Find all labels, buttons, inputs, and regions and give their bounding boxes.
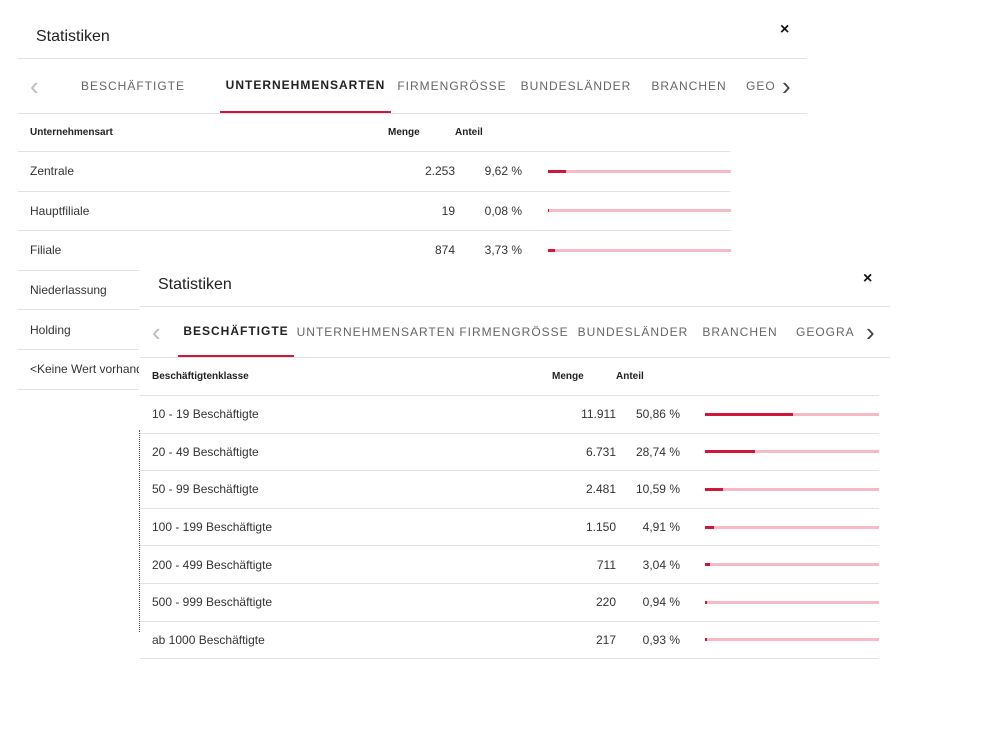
tab-beschaeftigte[interactable]: BESCHÄFTIGTE <box>178 307 294 357</box>
row-name: ab 1000 Beschäftigte <box>140 621 552 660</box>
tab-bar: ‹ BESCHÄFTIGTE UNTERNEHMENSARTEN FIRMENG… <box>140 306 890 358</box>
row-name: 20 - 49 Beschäftigte <box>140 433 552 472</box>
share-bar <box>548 169 731 173</box>
panel-title: Statistiken <box>36 28 110 45</box>
chevron-left-icon[interactable]: ‹ <box>30 71 39 101</box>
share-bar-fill <box>705 638 707 642</box>
row-menge: 11.911 <box>552 395 616 434</box>
close-icon[interactable]: × <box>780 21 790 38</box>
statistics-panel-front: Statistiken × ‹ BESCHÄFTIGTE UNTERNEHMEN… <box>140 262 890 662</box>
table-row: 20 - 49 Beschäftigte 6.731 28,74 % <box>140 433 879 472</box>
row-name: 100 - 199 Beschäftigte <box>140 508 552 547</box>
table-row: 50 - 99 Beschäftigte 2.481 10,59 % <box>140 470 879 509</box>
share-bar <box>705 563 879 567</box>
tab-geograp[interactable]: GEOGRAP <box>746 79 776 93</box>
tab-branchen[interactable]: BRANCHEN <box>651 79 727 93</box>
chevron-right-icon[interactable]: › <box>866 317 875 347</box>
table-header-row: Unternehmensart Menge Anteil <box>18 113 731 152</box>
tab-geograp[interactable]: GEOGRAP <box>796 325 854 339</box>
chevron-left-icon[interactable]: ‹ <box>152 317 161 347</box>
row-name: 50 - 99 Beschäftigte <box>140 470 552 509</box>
share-bar <box>705 487 879 491</box>
row-menge: 711 <box>552 545 616 584</box>
share-bar <box>705 600 879 604</box>
tab-unternehmensarten[interactable]: UNTERNEHMENSARTEN <box>220 59 391 113</box>
row-anteil: 50,86 % <box>616 395 680 434</box>
row-anteil: 28,74 % <box>616 433 680 472</box>
row-name: Hauptfiliale <box>18 191 388 232</box>
table-row: 100 - 199 Beschäftigte 1.150 4,91 % <box>140 508 879 547</box>
row-anteil: 3,04 % <box>616 545 680 584</box>
row-menge: 217 <box>552 621 616 660</box>
row-name: 200 - 499 Beschäftigte <box>140 545 552 584</box>
row-anteil: 0,94 % <box>616 583 680 622</box>
row-menge: 2.253 <box>388 151 455 192</box>
tab-bundeslaender[interactable]: BUNDESLÄNDER <box>520 79 632 93</box>
table-row: Hauptfiliale 19 0,08 % <box>18 191 731 232</box>
column-header-menge: Menge <box>388 113 455 152</box>
share-bar <box>705 412 879 416</box>
share-bar-fill <box>548 248 555 252</box>
tab-branchen[interactable]: BRANCHEN <box>702 325 778 339</box>
table-header-row: Beschäftigtenklasse Menge Anteil <box>140 357 879 396</box>
row-name: Zentrale <box>18 151 388 192</box>
close-icon[interactable]: × <box>863 270 873 287</box>
column-header-anteil: Anteil <box>616 357 680 396</box>
row-name: 10 - 19 Beschäftigte <box>140 395 552 434</box>
column-header-name: Beschäftigtenklasse <box>140 357 552 396</box>
tab-strip: BESCHÄFTIGTE UNTERNEHMENSARTEN FIRMENGRÖ… <box>178 307 854 357</box>
chevron-right-icon[interactable]: › <box>782 71 791 101</box>
dotted-divider <box>139 430 140 632</box>
table-row: 10 - 19 Beschäftigte 11.911 50,86 % <box>140 395 879 434</box>
column-header-menge: Menge <box>552 357 616 396</box>
table-row: 200 - 499 Beschäftigte 711 3,04 % <box>140 545 879 584</box>
tab-strip: BESCHÄFTIGTE UNTERNEHMENSARTEN FIRMENGRÖ… <box>58 59 776 113</box>
tab-firmengroesse[interactable]: FIRMENGRÖSSE <box>397 79 507 93</box>
share-bar-fill <box>705 525 714 529</box>
share-bar-fill <box>705 487 724 491</box>
share-bar-fill <box>705 563 711 567</box>
table-row: 500 - 999 Beschäftigte 220 0,94 % <box>140 583 879 622</box>
row-menge: 220 <box>552 583 616 622</box>
share-bar <box>705 638 879 642</box>
row-menge: 19 <box>388 191 455 232</box>
column-header-anteil: Anteil <box>455 113 522 152</box>
share-bar-fill <box>705 450 755 454</box>
statistics-table: Beschäftigtenklasse Menge Anteil 10 - 19… <box>140 357 879 660</box>
share-bar <box>705 450 879 454</box>
share-bar-fill <box>548 209 550 213</box>
row-anteil: 9,62 % <box>455 151 522 192</box>
tab-bundeslaender[interactable]: BUNDESLÄNDER <box>577 325 689 339</box>
share-bar-fill <box>705 600 707 604</box>
row-anteil: 0,08 % <box>455 191 522 232</box>
row-menge: 6.731 <box>552 433 616 472</box>
row-anteil: 4,91 % <box>616 508 680 547</box>
row-name: 500 - 999 Beschäftigte <box>140 583 552 622</box>
tab-bar: ‹ BESCHÄFTIGTE UNTERNEHMENSARTEN FIRMENG… <box>18 58 807 114</box>
share-bar <box>548 248 731 252</box>
row-anteil: 0,93 % <box>616 621 680 660</box>
panel-title: Statistiken <box>158 276 232 293</box>
row-menge: 1.150 <box>552 508 616 547</box>
row-menge: 2.481 <box>552 470 616 509</box>
share-bar-fill <box>705 412 794 416</box>
table-row: Zentrale 2.253 9,62 % <box>18 151 731 192</box>
share-bar <box>548 209 731 213</box>
share-bar <box>705 525 879 529</box>
tab-firmengroesse[interactable]: FIRMENGRÖSSE <box>459 325 569 339</box>
table-row: ab 1000 Beschäftigte 217 0,93 % <box>140 621 879 660</box>
tab-beschaeftigte[interactable]: BESCHÄFTIGTE <box>80 79 185 93</box>
share-bar-fill <box>548 169 566 173</box>
tab-unternehmensarten[interactable]: UNTERNEHMENSARTEN <box>296 325 456 339</box>
row-anteil: 10,59 % <box>616 470 680 509</box>
column-header-name: Unternehmensart <box>18 113 388 152</box>
